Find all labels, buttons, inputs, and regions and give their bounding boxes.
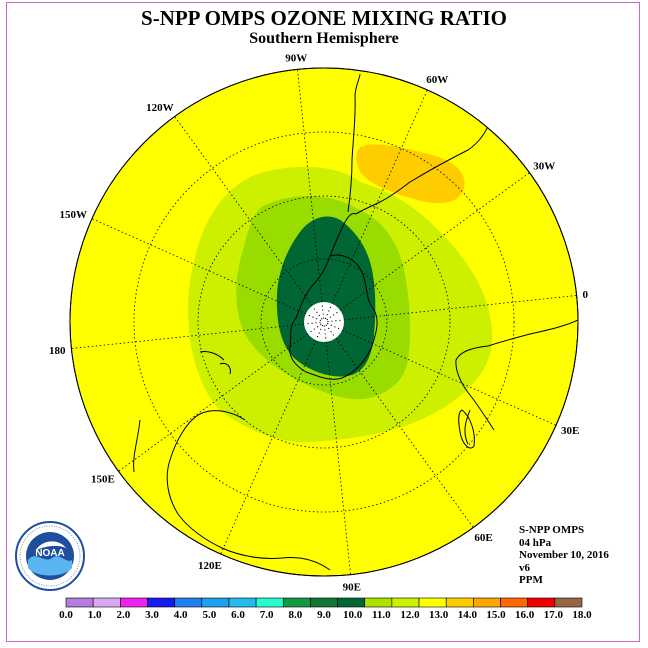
ozone-contour-13-14 (356, 144, 465, 204)
longitude-label: 0 (583, 289, 589, 301)
new-zealand-coastline (199, 351, 231, 375)
longitude-label: 90W (285, 52, 307, 64)
noaa-logo-text: NOAA (35, 548, 64, 559)
antarctica-coastline (289, 254, 378, 380)
longitude-label: 30W (533, 161, 555, 173)
info-date: November 10, 2016 (519, 549, 609, 561)
longitude-label: 150E (91, 473, 115, 485)
longitude-label: 30E (561, 425, 579, 437)
graticule (71, 69, 577, 575)
ozone-contour-9-10 (276, 216, 376, 377)
noaa-logo: NOAA (15, 521, 85, 591)
south-america-coastline (347, 73, 493, 215)
pole-mask (304, 302, 344, 342)
figure-frame (6, 2, 640, 642)
longitude-label: 60E (474, 532, 492, 544)
info-units: PPM (519, 574, 543, 586)
australia-coastline (133, 410, 331, 571)
longitude-label: 90E (343, 582, 361, 594)
madagascar-coastline (458, 409, 475, 449)
longitude-label: 150W (59, 209, 87, 221)
longitude-label: 120W (146, 102, 174, 114)
map-subtitle: Southern Hemisphere (249, 30, 399, 47)
coastlines (133, 73, 578, 571)
info-level: 04 hPa (519, 536, 552, 549)
info-version: v6 (519, 561, 530, 574)
antarctic-peninsula (329, 213, 357, 257)
africa-coastline (455, 319, 578, 445)
longitude-labels: 0 30E 60E 90E 120E 150E 180 150W 120W 90W 60W 30W (49, 52, 589, 593)
pole-graticule-dots (307, 305, 341, 339)
info-instrument: S-NPP OMPS (519, 524, 585, 536)
map-title: S-NPP OMPS OZONE MIXING RATIO (141, 6, 507, 30)
longitude-label: 180 (49, 345, 66, 357)
data-info-panel: S-NPP OMPS 04 hPa November 10, 2016 v6 P… (519, 524, 609, 587)
longitude-label: 60W (426, 74, 448, 86)
longitude-label: 120E (198, 560, 222, 572)
